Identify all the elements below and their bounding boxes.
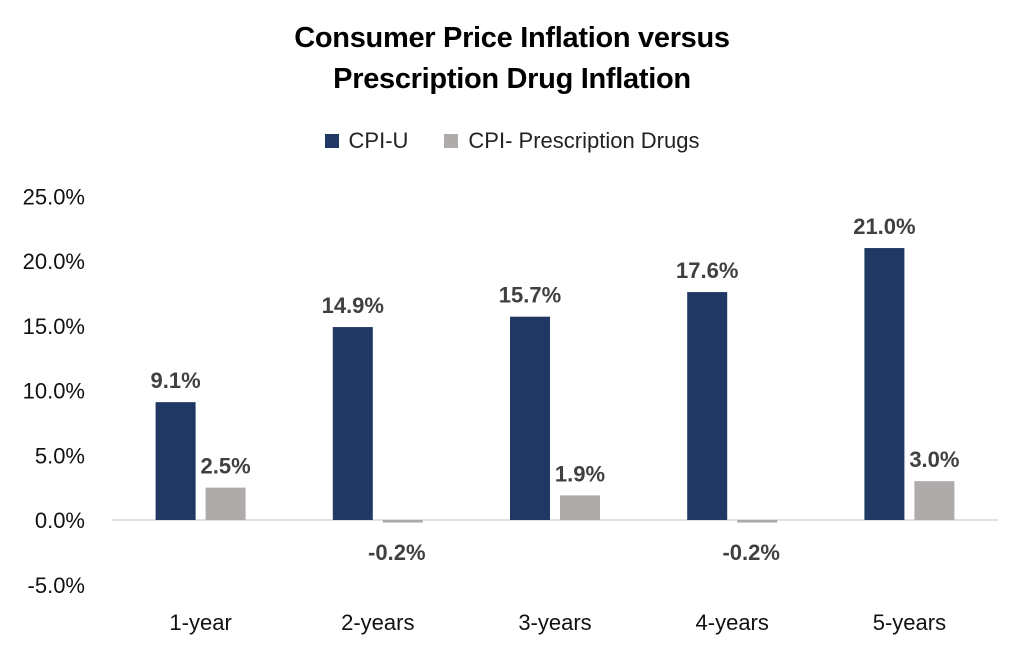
y-tick-label: 5.0% [35,443,85,468]
data-label: 14.9% [322,293,384,318]
y-tick-label: 0.0% [35,508,85,533]
bar-cpi-prescription-drugs [560,495,600,520]
y-tick-label: -5.0% [28,573,85,598]
legend-swatch-cpi-u [324,134,339,148]
y-tick-label: 20.0% [23,249,85,274]
bar-cpi-u [155,402,196,520]
chart-title-line-2: Prescription Drug Inflation [333,63,691,95]
legend-item-cpi-u: CPI-U [324,128,409,154]
bar-cpi-prescription-drugs [382,520,423,523]
chart-title-line-1: Consumer Price Inflation versus [294,22,730,54]
bar-cpi-prescription-drugs [737,520,778,523]
data-label: -0.2% [722,540,779,565]
x-tick-label: 2-years [341,610,414,635]
bar-cpi-u [332,327,373,520]
x-tick-label: 3-years [518,610,591,635]
legend-label-cpi-u: CPI-U [348,128,409,153]
data-label: 3.0% [909,447,959,472]
data-label: 15.7% [499,283,561,308]
bar-cpi-u [864,248,905,521]
data-label: 1.9% [555,461,605,486]
data-label: -0.2% [368,540,425,565]
data-label: 9.1% [151,368,201,393]
x-tick-label: 1-year [169,610,231,635]
x-tick-label: 5-years [873,610,946,635]
y-tick-label: 10.0% [23,379,85,404]
data-label: 17.6% [676,258,738,283]
legend-swatch-cpi-prescription-drugs [444,134,459,148]
bar-cpi-prescription-drugs [914,481,955,520]
bar-cpi-u [510,316,550,520]
y-tick-label: 15.0% [23,314,85,339]
data-label: 2.5% [201,454,251,479]
bar-cpi-u [687,292,728,520]
chart-legend: CPI-U CPI- Prescription Drugs [0,128,1024,154]
data-label: 21.0% [853,214,915,239]
legend-label-cpi-prescription-drugs: CPI- Prescription Drugs [468,128,700,153]
x-tick-label: 4-years [696,610,769,635]
legend-item-cpi-prescription-drugs: CPI- Prescription Drugs [444,128,699,154]
bar-cpi-prescription-drugs [205,487,246,520]
y-tick-label: 25.0% [23,184,85,209]
